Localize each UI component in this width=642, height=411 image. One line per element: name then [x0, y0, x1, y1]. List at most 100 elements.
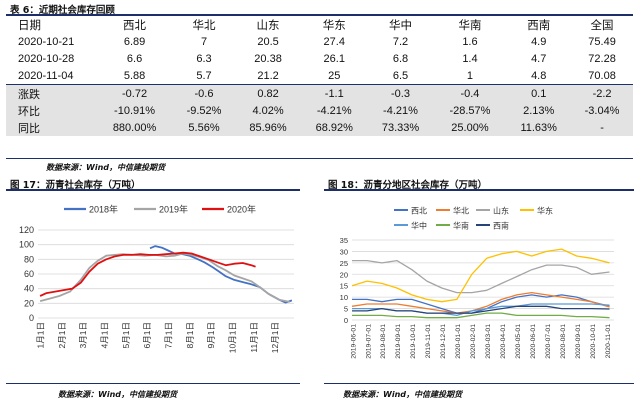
table-cell: 5.88	[123, 69, 146, 82]
table-cell: 同比	[6, 119, 96, 137]
table-cell: 2.13%	[506, 101, 572, 120]
table-cell: 2020-10-21	[18, 35, 75, 48]
table-cell: 6.8	[392, 52, 409, 65]
table-cell: 0.1	[506, 84, 572, 102]
table-row: 2020-10-28 6.6 6.3 20.38 26.1 6.8 1.4 4.7 72.28	[6, 50, 633, 67]
x-tick-label: 9月1日	[206, 322, 216, 348]
series-line	[352, 312, 610, 319]
table-cell: 5.7	[196, 69, 212, 82]
table-cell: 21.2	[257, 69, 279, 82]
legend-label: 2019年	[159, 204, 188, 215]
legend-label: 西北	[411, 207, 427, 216]
table-cell: 0.82	[234, 84, 302, 102]
x-tick-label: 2020-01-01	[455, 324, 462, 359]
x-tick-label: 2020-05-01	[515, 324, 522, 359]
series-line	[352, 294, 610, 314]
table-cell: 华中	[388, 19, 412, 32]
y-tick-label: 10	[340, 293, 348, 302]
x-tick-label: 8月1日	[185, 322, 195, 348]
table-cell: 华南	[458, 19, 482, 32]
y-tick-label: 100	[19, 240, 34, 250]
x-tick-label: 2020-02-01	[470, 324, 477, 359]
table-cell: 11.63%	[506, 119, 572, 137]
table-cell: -2.2	[571, 84, 633, 102]
table-cell: 5.56%	[173, 119, 235, 137]
table-cell: -0.4	[433, 84, 507, 102]
table-cell: 20.5	[257, 35, 279, 48]
x-tick-label: 2月1日	[57, 322, 67, 348]
x-tick-label: 2020-11-01	[605, 324, 612, 358]
x-tick-label: 2019-07-01	[365, 324, 372, 359]
y-tick-label: 0	[344, 316, 348, 325]
y-tick-label: 120	[19, 225, 34, 235]
y-tick-label: 0	[29, 313, 34, 323]
x-tick-label: 2019-06-01	[350, 324, 357, 359]
fig17-chart: 0 20 40 60 80 100 120 1月1日 2月1日 3月1日 4月1日 5月1日 6月1日 7…	[19, 204, 294, 353]
table-cell: 6.3	[196, 52, 212, 65]
table-cell: 西南	[527, 19, 551, 32]
table-cell: 6.89	[123, 35, 146, 48]
x-tick-label: 2019-12-01	[440, 324, 447, 359]
table-cell: 4.02%	[234, 101, 302, 120]
fig18-chart: 0 5 10 15 20 25 30 35 2019-06-01 2019-07-01 2019-0…	[340, 206, 614, 359]
fig18-bottom-rule	[324, 383, 634, 384]
table-cell: 27.4	[323, 35, 345, 48]
table-cell: -1.1	[301, 84, 368, 102]
inventory-table: 日期 西北 华北 山东 华东 华中 华南 西南 全国 2020-10-21 6.89 7 20.5 27.…	[6, 16, 633, 137]
legend-label: 华南	[453, 221, 469, 231]
table-header-row: 日期 西北 华北 山东 华东 华中 华南 西南 全国	[6, 16, 633, 33]
x-tick-label: 2020-04-01	[500, 324, 507, 359]
table-row: 2020-10-21 6.89 7 20.5 27.4 7.2 1.6 4.9 75.49	[6, 33, 633, 50]
x-tick-label: 2020-09-01	[575, 324, 582, 359]
table-cell: -0.3	[367, 84, 434, 102]
table-cell: 华东	[322, 19, 346, 32]
fig17-title: 图 17：沥青社会库存（万吨）	[10, 180, 141, 191]
table-cell: -4.21%	[367, 101, 434, 120]
x-tick-label: 7月1日	[163, 322, 173, 348]
table-cell: -0.6	[173, 84, 235, 102]
table-cell: 72.28	[588, 52, 616, 65]
y-tick-label: 60	[24, 269, 34, 279]
table-cell: 880.00%	[96, 119, 174, 137]
table-cell: -0.72	[96, 84, 174, 102]
x-tick-label: 5月1日	[121, 322, 131, 348]
table-cell: 2020-11-04	[18, 69, 74, 82]
table-cell: 4.7	[531, 52, 547, 65]
table-cell: 山东	[256, 19, 280, 32]
x-tick-label: 2020-06-01	[530, 324, 537, 359]
table-cell: 70.08	[588, 69, 616, 82]
y-tick-label: 15	[340, 282, 348, 291]
table-cell: 25.00%	[433, 119, 507, 137]
x-tick-label: 10月1日	[227, 322, 237, 353]
x-tick-label: 2020-07-01	[545, 324, 552, 359]
x-tick-label: 4月1日	[99, 322, 109, 348]
y-tick-label: 35	[340, 236, 348, 245]
legend-label: 山东	[493, 206, 509, 216]
table-source: 数据来源：Wind，中信建投期货	[46, 163, 165, 172]
y-tick-label: 40	[24, 284, 34, 294]
legend-label: 西南	[493, 221, 509, 231]
table-cell: 85.96%	[234, 119, 302, 137]
table-cell: 2020-10-28	[18, 52, 75, 65]
fig17-rule	[6, 189, 300, 191]
fig17-source: 数据来源：Wind，中信建投期货	[58, 390, 177, 399]
table-stat-row: 同比 880.00% 5.56% 85.96% 68.92% 73.33% 25.00% 11…	[6, 119, 633, 137]
table-row: 2020-11-04 5.88 5.7 21.2 25 6.5 1 4.8 70.08	[6, 68, 633, 85]
series-line	[352, 305, 610, 314]
legend-label: 2020年	[227, 204, 256, 215]
x-tick-label: 12月1日	[270, 322, 280, 353]
series-line	[39, 251, 256, 297]
legend-label: 华中	[411, 221, 427, 231]
y-tick-label: 80	[24, 254, 34, 264]
table-cell: 73.33%	[367, 119, 434, 137]
x-tick-label: 2020-03-01	[485, 324, 492, 359]
table-title: 表 6：近期社会库存回顾	[10, 5, 115, 16]
x-tick-label: 2019-11-01	[425, 324, 432, 358]
table-cell: -10.91%	[96, 101, 174, 120]
table-bottom-rule	[6, 158, 633, 159]
legend-label: 华东	[537, 206, 553, 216]
table-cell: -	[571, 119, 633, 137]
table-cell: 全国	[590, 19, 614, 32]
fig18-rule	[324, 189, 634, 191]
table-cell: 1.4	[462, 52, 478, 65]
